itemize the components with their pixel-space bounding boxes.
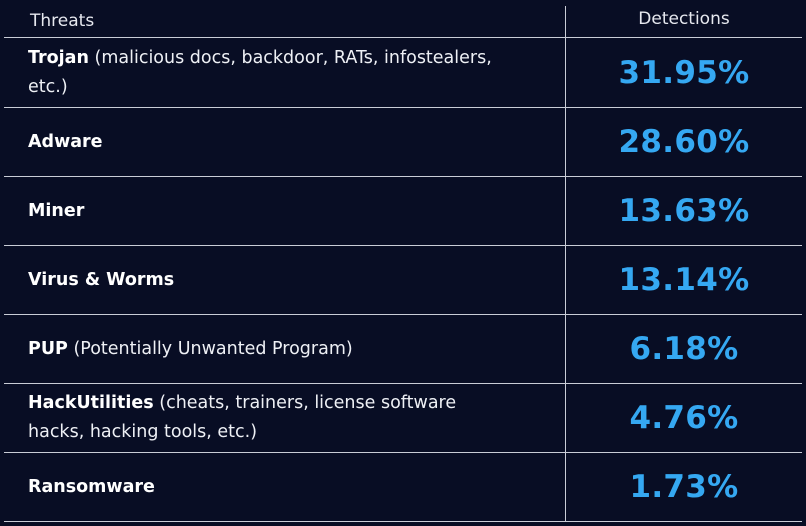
threat-name: Miner	[28, 200, 85, 221]
detection-value: 1.73%	[629, 469, 739, 505]
threat-name: HackUtilities	[28, 393, 154, 413]
threats-column-header: Threats	[4, 6, 566, 37]
threat-name-cell: Ransomware	[4, 453, 566, 521]
table-row-trojan: Trojan (malicious docs, backdoor, RATs, …	[4, 38, 802, 108]
detection-value: 28.60%	[618, 124, 750, 160]
threat-name: Virus & Worms	[28, 269, 175, 290]
threat-name: Trojan	[28, 47, 89, 68]
table-row-hackutilities: HackUtilities (cheats, trainers, license…	[4, 384, 802, 453]
detection-value: 13.14%	[618, 262, 750, 298]
detection-value: 4.76%	[629, 400, 739, 436]
threat-name-cell: HackUtilities (cheats, trainers, license…	[4, 384, 566, 452]
threats-table: Threats Detections Trojan (malicious doc…	[4, 6, 802, 522]
table-row-ransomware: Ransomware 1.73%	[4, 453, 802, 522]
threat-name: Adware	[28, 131, 103, 152]
table-row-miner: Miner 13.63%	[4, 177, 802, 246]
threat-name-cell: Miner	[4, 177, 566, 245]
detections-column-header: Detections	[638, 9, 730, 29]
detection-value: 31.95%	[618, 54, 750, 91]
threat-description: (Potentially Unwanted Program)	[67, 338, 353, 359]
threat-name: Ransomware	[28, 476, 155, 497]
threat-description: (malicious docs, backdoor, RATs, infoste…	[28, 47, 492, 97]
detection-value: 6.18%	[629, 331, 739, 367]
threat-description: (cheats, trainers, license software hack…	[28, 393, 457, 442]
threat-name-cell: Adware	[4, 108, 566, 176]
table-row-virus-worms: Virus & Worms 13.14%	[4, 246, 802, 315]
threat-name-cell: Trojan (malicious docs, backdoor, RATs, …	[4, 38, 566, 107]
detection-value: 13.63%	[618, 193, 750, 229]
threat-name-cell: PUP (Potentially Unwanted Program)	[4, 315, 566, 383]
table-row-adware: Adware 28.60%	[4, 108, 802, 177]
threat-name-cell: Virus & Worms	[4, 246, 566, 314]
table-header: Threats Detections	[4, 6, 802, 38]
threat-name: PUP	[28, 338, 68, 359]
table-row-pup: PUP (Potentially Unwanted Program) 6.18%	[4, 315, 802, 384]
